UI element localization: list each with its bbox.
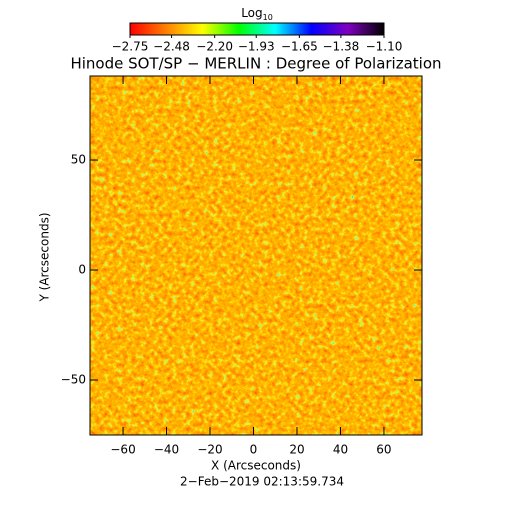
x-tick-label: 40 — [333, 443, 348, 457]
x-tick-label: −60 — [110, 443, 135, 457]
x-tick-label: 0 — [250, 443, 258, 457]
plot-frame — [89, 75, 423, 436]
colorbar-label-subscript: 10 — [263, 13, 273, 22]
colorbar-tick-label: −1.10 — [366, 40, 403, 54]
colorbar-tick-label: −2.75 — [112, 40, 149, 54]
heatmap-image — [90, 76, 422, 435]
y-tick-label: 50 — [71, 153, 86, 167]
x-tick-label: −40 — [154, 443, 179, 457]
colorbar-tick-label: −2.20 — [196, 40, 233, 54]
colorbar-tick-label: −2.48 — [153, 40, 190, 54]
x-tick-label: 60 — [376, 443, 391, 457]
y-tick-label: −50 — [61, 373, 86, 387]
colorbar-tick-label: −1.93 — [238, 40, 275, 54]
colorbar-tick-label: −1.65 — [281, 40, 318, 54]
colorbar-tick-label: −1.38 — [323, 40, 360, 54]
colorbar-label-text: Log — [241, 6, 262, 20]
y-tick-label: 0 — [78, 263, 86, 277]
x-tick-label: 20 — [289, 443, 304, 457]
chart-title: Hinode SOT/SP − MERLIN : Degree of Polar… — [70, 55, 441, 73]
x-tick-label: −20 — [197, 443, 222, 457]
colorbar — [129, 22, 385, 36]
x-axis-label: X (Arcseconds) — [211, 459, 301, 473]
y-axis-label: Y (Arcseconds) — [38, 212, 52, 302]
colorbar-label: Log10 — [241, 6, 273, 22]
footer-date: 2−Feb−2019 02:13:59.734 — [180, 475, 344, 489]
